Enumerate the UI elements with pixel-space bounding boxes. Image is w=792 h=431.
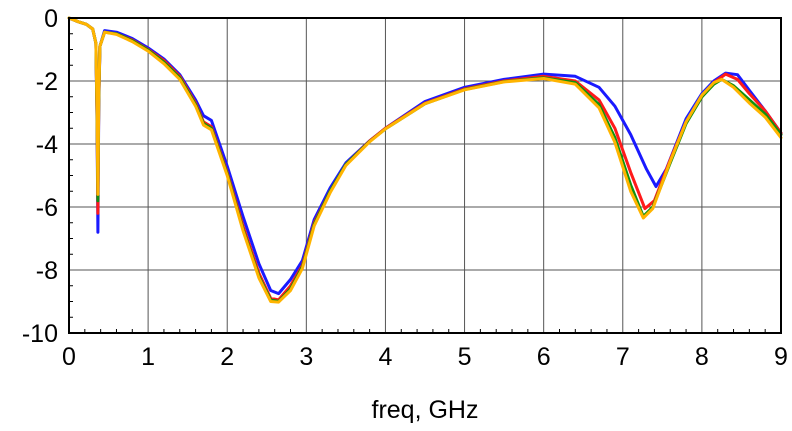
y-tick-label: -2 [36,68,58,96]
plot-frame [68,17,782,334]
y-tick-labels: 0 -2 -4 -6 -8 -10 [22,5,58,348]
series-group [67,16,783,304]
y-tick-label: -8 [36,257,58,285]
y-tick-label: -10 [22,320,58,348]
x-tick-label: 3 [299,343,313,371]
y-tick-label: 0 [44,5,58,33]
x-tick-label: 5 [458,343,472,371]
x-tick-label: 1 [141,343,155,371]
x-tick-label: 6 [537,343,551,371]
y-tick-label: -4 [36,131,58,159]
x-tick-label: 2 [220,343,234,371]
x-tick-label: 9 [774,343,788,371]
series-line-2 [67,16,783,302]
x-tick-label: 0 [62,343,76,371]
series-line-3 [67,16,783,303]
x-tick-labels: 0 1 2 3 4 5 6 7 8 9 [62,343,788,371]
x-tick-label: 8 [695,343,709,371]
grid-lines [69,18,781,333]
x-axis-title: freq, GHz [372,396,479,424]
x-tick-label: 4 [378,343,392,371]
x-tick-label: 7 [616,343,630,371]
y-tick-label: -6 [36,194,58,222]
series-line-4 [67,16,783,304]
